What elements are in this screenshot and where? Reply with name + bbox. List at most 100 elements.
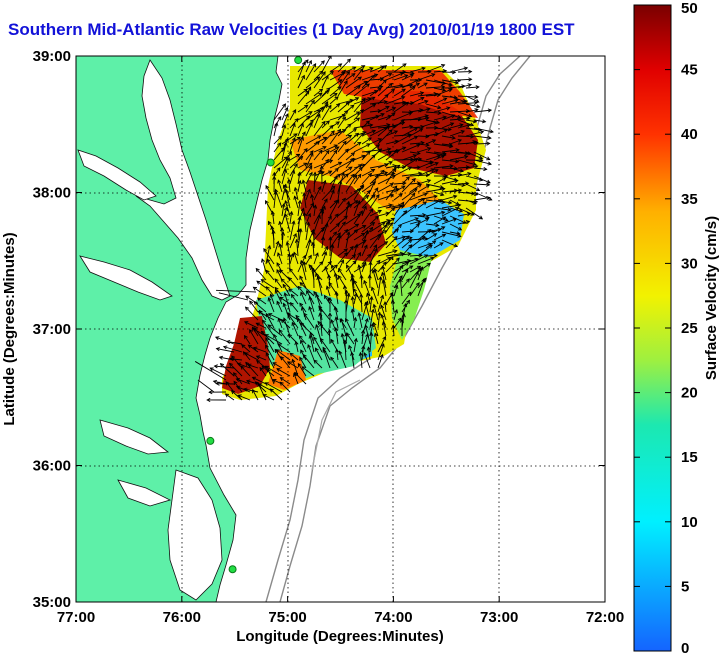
velocity-arrow-head [439, 242, 444, 247]
velocity-arrow [313, 106, 324, 121]
velocity-arrow-head [441, 210, 446, 215]
velocity-arrow [261, 258, 267, 273]
velocity-arrow-head [347, 134, 353, 139]
velocity-arrow [409, 282, 420, 297]
velocity-arrow-head [382, 79, 387, 84]
velocity-arrow-head [433, 120, 438, 125]
velocity-arrow-head [417, 267, 422, 272]
velocity-arrow [337, 215, 348, 225]
velocity-arrow-head [215, 381, 220, 386]
velocity-arrow-head [383, 230, 388, 234]
velocity-arrow-head [454, 98, 459, 103]
velocity-arrow [281, 232, 284, 249]
velocity-arrow-head [441, 199, 446, 205]
velocity-arrow [465, 86, 479, 89]
velocity-arrow-head [334, 96, 339, 101]
velocity-arrow [457, 213, 471, 217]
velocity-arrow-head [255, 322, 260, 327]
velocity-arrow [273, 191, 277, 209]
velocity-arrow [401, 86, 416, 97]
velocity-arrow [380, 305, 387, 321]
velocity-arrow [305, 63, 317, 81]
velocity-arrow [433, 116, 447, 121]
velocity-arrow [345, 128, 357, 137]
velocity-arrow-head [301, 179, 306, 184]
velocity-arrow [337, 203, 353, 217]
velocity-arrow-head [296, 228, 301, 233]
velocity-arrow-head [335, 146, 340, 151]
velocity-arrow-head [270, 210, 275, 215]
velocity-arrow-head [472, 140, 477, 145]
velocity-arrow-head [281, 203, 286, 208]
velocity-arrow-head [344, 317, 349, 323]
velocity-arrow [329, 150, 338, 161]
velocity-arrow [238, 394, 251, 401]
velocity-arrow-head [313, 290, 318, 296]
velocity-arrow-head [412, 154, 418, 159]
velocity-arrow-head [423, 254, 429, 259]
velocity-arrow [273, 156, 288, 169]
velocity-arrow-head [388, 82, 393, 87]
velocity-arrow-head [214, 336, 220, 341]
station-marker [228, 565, 237, 574]
velocity-arrow-head [348, 344, 353, 350]
velocity-arrow-head [265, 184, 270, 190]
velocity-arrow [473, 183, 490, 186]
velocity-arrow-head [265, 312, 270, 318]
colorbar-tick-label: 0 [681, 640, 689, 657]
velocity-arrow [384, 301, 387, 313]
y-axis-ticks: 39:00 38:00 37:00 36:00 35:00 [33, 48, 605, 611]
velocity-arrow [305, 60, 312, 73]
velocity-arrow [409, 142, 424, 145]
velocity-arrow-head [306, 188, 311, 194]
velocity-arrow [393, 112, 412, 121]
velocity-arrow [449, 95, 466, 103]
velocity-arrow [401, 258, 419, 265]
velocity-arrow [351, 277, 355, 297]
velocity-arrow-head [272, 379, 277, 383]
velocity-arrow [272, 230, 275, 249]
velocity-arrow-head [310, 193, 315, 199]
velocity-arrow-head [346, 264, 350, 269]
velocity-arrow-head [359, 293, 364, 298]
velocity-arrow-head [320, 226, 325, 231]
velocity-arrow-head [383, 171, 389, 176]
velocity-arrow-head [289, 352, 294, 357]
velocity-arrow [345, 174, 355, 185]
velocity-arrow-head [357, 76, 363, 81]
velocity-arrow [273, 142, 282, 153]
velocity-arrow [369, 233, 382, 249]
velocity-arrow [449, 189, 462, 193]
velocity-arrow [297, 200, 301, 217]
velocity-arrow [353, 109, 364, 121]
velocity-arrow-head [299, 282, 304, 287]
velocity-arrow-head [346, 292, 351, 297]
velocity-arrow-head [370, 286, 375, 291]
velocity-arrow [409, 128, 423, 137]
velocity-arrow-head [222, 345, 228, 350]
velocity-arrow [393, 193, 403, 201]
velocity-arrow [337, 110, 348, 121]
velocity-arrow [279, 269, 291, 281]
velocity-arrow-head [359, 274, 364, 279]
velocity-arrow [283, 318, 291, 337]
velocity-arrow [401, 278, 410, 289]
velocity-arrow-head [391, 206, 396, 212]
velocity-arrow-head [327, 312, 333, 317]
velocity-arrow [345, 260, 357, 273]
velocity-arrow-head [255, 355, 261, 360]
velocity-arrow [385, 84, 403, 89]
velocity-arrow [353, 184, 364, 201]
velocity-arrow [345, 223, 359, 233]
velocity-arrow [361, 90, 378, 97]
velocity-arrow-head [300, 349, 304, 354]
velocity-arrow-head [284, 188, 289, 193]
velocity-arrow-head [386, 123, 391, 128]
velocity-arrow-head [430, 256, 435, 261]
velocity-arrow [313, 261, 323, 273]
velocity-arrow-head [265, 337, 270, 342]
velocity-arrow [297, 88, 308, 97]
velocity-arrow [293, 252, 299, 265]
velocity-arrow-head [276, 300, 281, 305]
